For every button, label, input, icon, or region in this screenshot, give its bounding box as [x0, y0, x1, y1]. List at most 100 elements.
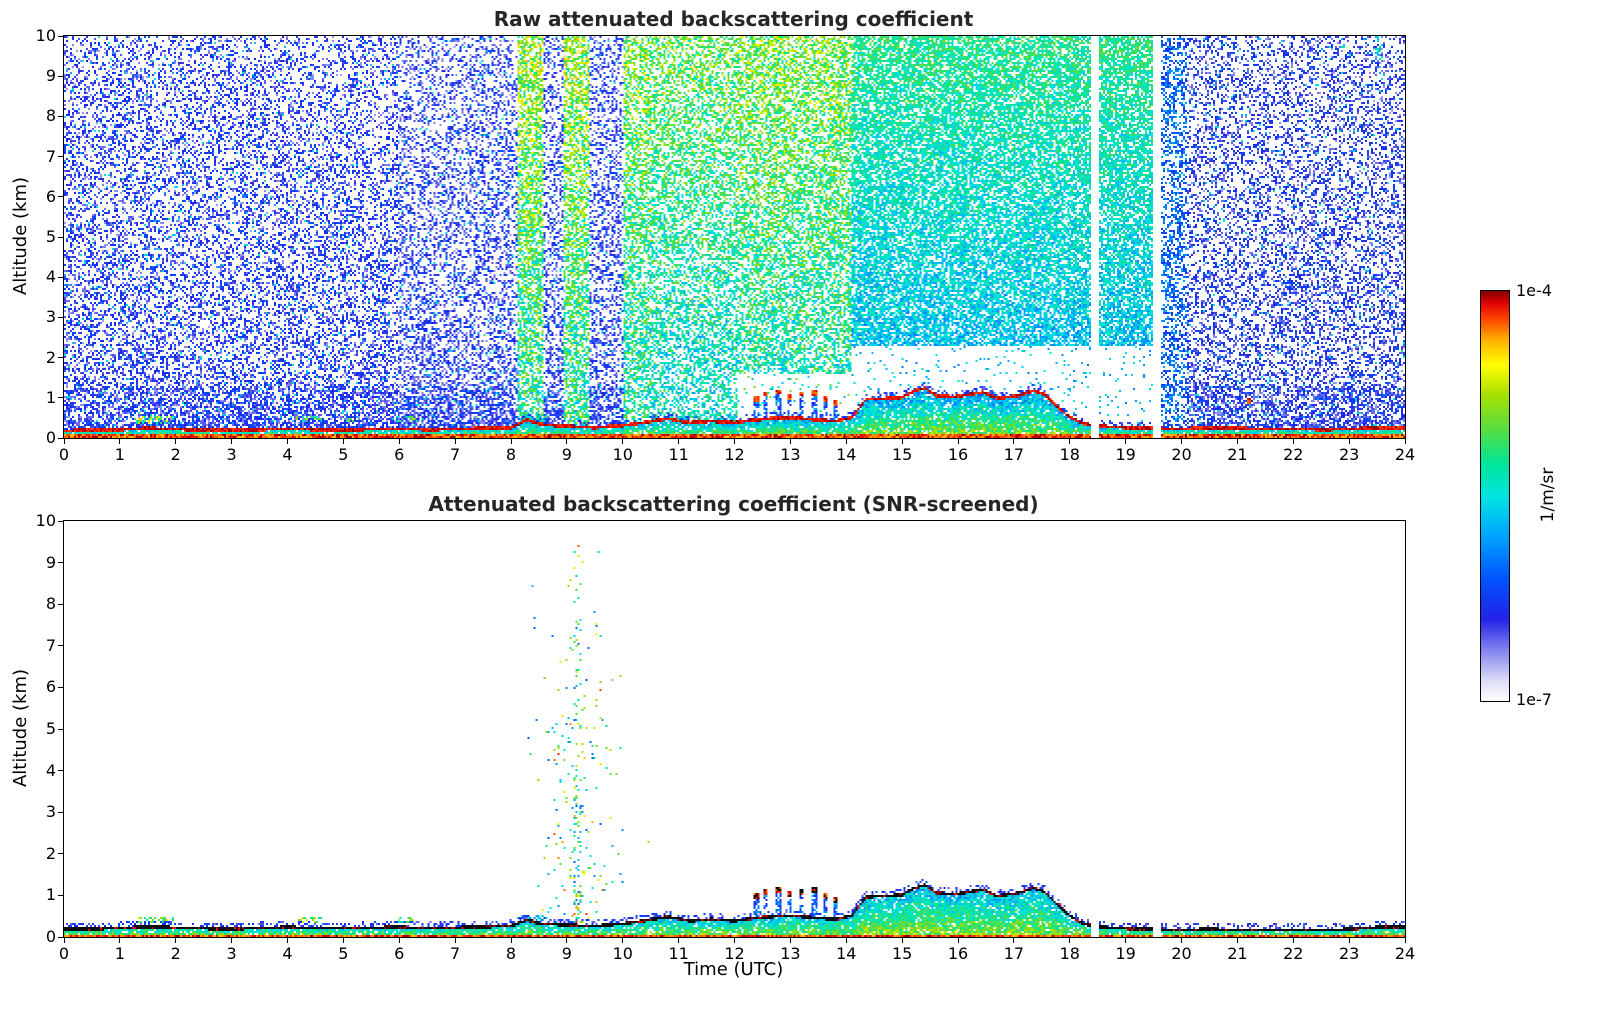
y-tick-mark: [58, 35, 63, 37]
x-tick-mark: [1181, 439, 1182, 444]
x-tick-label: 16: [947, 944, 969, 963]
x-tick-mark: [789, 938, 791, 943]
y-tick-mark: [58, 115, 63, 117]
x-tick-label: 7: [450, 445, 461, 464]
colorbar: [1480, 290, 1510, 702]
y-tick-label: 2: [45, 843, 56, 863]
x-tick-label: 22: [1283, 445, 1304, 464]
y-tick-mark: [58, 603, 63, 605]
y-tick-label: 8: [45, 106, 56, 126]
x-tick-mark: [1348, 938, 1350, 943]
x-tick-label: 11: [668, 445, 689, 464]
x-tick-label: 12: [724, 445, 745, 464]
y-tick-mark: [58, 811, 63, 813]
x-tick-label: 20: [1171, 445, 1192, 464]
x-tick-label: 5: [338, 445, 349, 464]
x-tick-label: 13: [780, 445, 801, 464]
x-tick-mark: [231, 938, 233, 943]
y-tick-mark: [58, 156, 63, 158]
x-tick-mark: [1181, 938, 1182, 943]
x-tick-label: 23: [1338, 944, 1360, 963]
colorbar-min-label: 1e-7: [1516, 690, 1552, 709]
x-tick-mark: [1348, 439, 1350, 444]
y-tick-mark: [58, 316, 63, 318]
x-tick-label: 8: [505, 944, 517, 963]
x-tick-mark: [175, 439, 177, 444]
x-tick-label: 18: [1059, 445, 1080, 464]
x-tick-mark: [510, 439, 512, 444]
x-tick-label: 20: [1171, 944, 1192, 963]
x-tick-mark: [342, 439, 344, 444]
x-tick-mark: [734, 439, 735, 444]
raw-heatmap-canvas: [64, 36, 1405, 438]
x-tick-label: 4: [282, 944, 293, 963]
x-tick-label: 5: [338, 944, 349, 963]
screened-plot-area: 0 1 2 3 4 5 6 7 8 9 10 11 12 13 14 15 16 17 18 19 20 21 22 23 24…: [36, 511, 1416, 963]
y-tick-label: 0: [45, 927, 56, 946]
x-tick-mark: [1236, 938, 1238, 943]
x-tick-mark: [1236, 439, 1238, 444]
x-tick-mark: [1069, 439, 1071, 444]
x-tick-mark: [119, 439, 121, 444]
x-tick-mark: [566, 938, 568, 943]
y-tick-label: 6: [45, 186, 56, 206]
x-tick-label: 4: [282, 445, 293, 464]
x-tick-label: 1: [114, 944, 125, 963]
y-tick-label: 10: [35, 511, 56, 530]
x-tick-label: 19: [1115, 445, 1136, 464]
x-tick-mark: [231, 439, 233, 444]
y-tick-mark: [58, 437, 63, 439]
x-tick-label: 21: [1227, 445, 1248, 464]
x-tick-label: 2: [170, 944, 181, 963]
x-tick-label: 24: [1394, 944, 1416, 963]
y-tick-mark: [58, 357, 63, 359]
y-tick-label: 3: [45, 307, 56, 327]
y-tick-mark: [58, 397, 63, 399]
y-tick-label: 5: [45, 719, 56, 738]
x-tick-label: 17: [1003, 445, 1025, 464]
x-tick-label: 7: [450, 944, 461, 963]
x-tick-mark: [510, 938, 512, 943]
x-tick-mark: [622, 439, 624, 444]
y-tick-mark: [58, 196, 63, 198]
x-tick-label: 18: [1059, 944, 1080, 963]
y-tick-label: 0: [45, 428, 56, 447]
x-tick-label: 9: [561, 944, 572, 963]
y-tick-label: 5: [45, 227, 56, 246]
x-tick-mark: [845, 439, 847, 444]
y-tick-mark: [58, 686, 63, 688]
x-tick-mark: [901, 938, 903, 943]
x-tick-label: 6: [394, 944, 405, 963]
x-tick-mark: [63, 439, 65, 444]
x-tick-label: 2: [170, 445, 181, 464]
y-tick-mark: [58, 853, 63, 855]
x-tick-label: 8: [505, 445, 517, 464]
y-tick-mark: [58, 276, 63, 278]
x-tick-label: 0: [58, 944, 70, 963]
x-tick-label: 14: [836, 445, 857, 464]
y-tick-label: 2: [45, 347, 56, 367]
x-tick-mark: [1125, 938, 1127, 943]
y-tick-mark: [58, 236, 63, 238]
colorbar-unit-label: 1/m/sr: [1538, 467, 1558, 523]
x-tick-mark: [175, 938, 177, 943]
y-tick-mark: [58, 520, 63, 522]
x-tick-mark: [678, 439, 680, 444]
x-tick-mark: [342, 938, 344, 943]
x-tick-mark: [622, 938, 624, 943]
x-tick-mark: [454, 938, 456, 943]
x-tick-label: 13: [780, 944, 801, 963]
x-tick-mark: [1013, 938, 1015, 943]
x-tick-label: 23: [1338, 445, 1360, 464]
y-tick-label: 10: [35, 26, 56, 45]
x-tick-mark: [287, 439, 288, 444]
x-tick-mark: [1069, 938, 1071, 943]
raw-plot-area: 0 1 2 3 4 5 6 7 8 9 10 11 12 13 14 15 16 17 18 19 20 21 22 23 24…: [36, 26, 1416, 464]
x-tick-label: 24: [1394, 445, 1416, 464]
x-tick-label: 3: [226, 445, 237, 464]
y-tick-label: 9: [45, 552, 56, 572]
x-tick-mark: [566, 439, 568, 444]
x-tick-mark: [119, 938, 121, 943]
x-tick-label: 21: [1227, 944, 1248, 963]
